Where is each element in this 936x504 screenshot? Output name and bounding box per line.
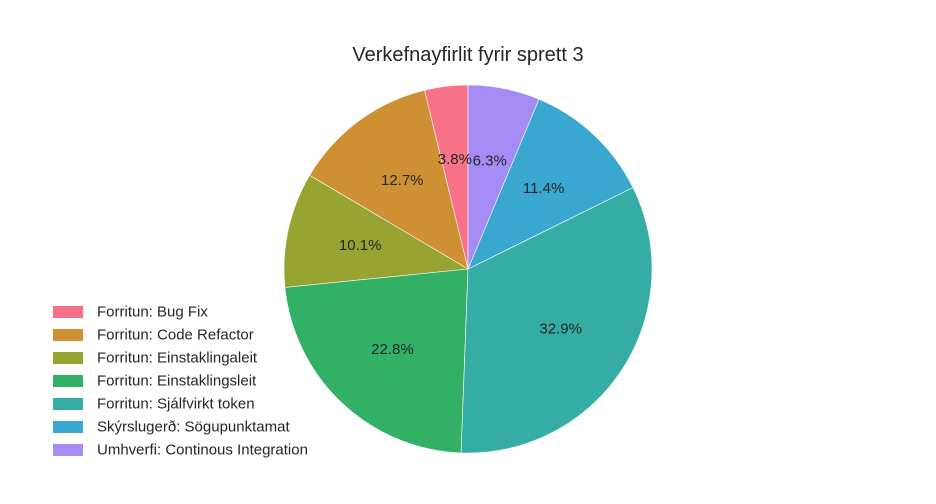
pie-slices: [283, 84, 653, 454]
pie-slice: [284, 268, 469, 454]
pie-slice: [309, 89, 469, 270]
legend-swatch: [53, 398, 83, 410]
pie-slice: [460, 187, 653, 454]
legend-label: Forritun: Einstaklingaleit: [97, 350, 258, 367]
slice-percent-label: 6.3%: [473, 152, 507, 169]
legend-swatch: [53, 352, 83, 364]
pie-slice: [467, 98, 634, 270]
slice-percent-label: 12.7%: [381, 172, 424, 189]
slice-percent-label: 32.9%: [539, 321, 582, 338]
legend-label: Forritun: Bug Fix: [97, 304, 208, 321]
pie-slice: [283, 174, 469, 288]
slice-percent-label: 11.4%: [523, 180, 564, 197]
legend-swatch: [53, 375, 83, 387]
slice-percent-label: 10.1%: [339, 237, 382, 254]
legend-label: Forritun: Code Refactor: [97, 327, 254, 344]
legend-swatch: [53, 444, 83, 456]
legend-label: Skýrslugerð: Sögupunktamat: [97, 419, 290, 436]
legend-swatch: [53, 421, 83, 433]
legend-label: Umhverfi: Continous Integration: [97, 442, 308, 459]
chart-title: Verkefnayfirlit fyrir sprett 3: [352, 44, 583, 66]
chart-legend: Forritun: Bug Fix Forritun: Code Refactor…: [53, 304, 308, 459]
slice-percent-label: 22.8%: [371, 341, 414, 358]
legend-swatch: [53, 329, 83, 341]
legend-label: Forritun: Einstaklingsleit: [97, 373, 257, 390]
legend-swatch: [53, 306, 83, 318]
pie-labels: 3.8% 12.7% 10.1% 22.8% 32.9% 11.4% 6.3%: [339, 151, 582, 358]
legend-label: Forritun: Sjálfvirkt token: [97, 396, 255, 413]
slice-percent-label: 3.8%: [438, 151, 472, 168]
pie-slice: [467, 84, 540, 270]
